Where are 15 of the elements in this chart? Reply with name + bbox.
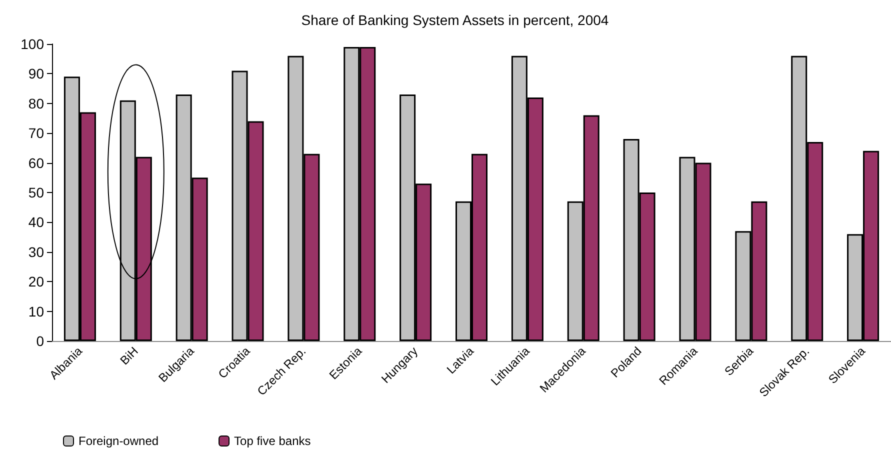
legend-label: Top five banks <box>234 434 311 448</box>
y-tick-label: 30 <box>28 244 44 260</box>
chart-title: Share of Banking System Assets in percent, 2004 <box>301 12 609 28</box>
legend-label: Foreign-owned <box>78 434 159 448</box>
y-tick-label: 60 <box>28 154 44 171</box>
y-tick-label: 50 <box>28 184 44 200</box>
y-tick-label: 20 <box>28 274 44 290</box>
y-tick-label: 80 <box>28 95 44 112</box>
y-tick-label: 0 <box>36 333 44 349</box>
y-tick-label: 100 <box>20 36 44 52</box>
y-tick-label: 10 <box>28 303 44 320</box>
y-tick-label: 40 <box>28 214 44 230</box>
y-tick-label: 70 <box>28 125 44 142</box>
y-tick-label: 90 <box>28 66 44 82</box>
x-tick-label: BiH <box>117 344 141 368</box>
